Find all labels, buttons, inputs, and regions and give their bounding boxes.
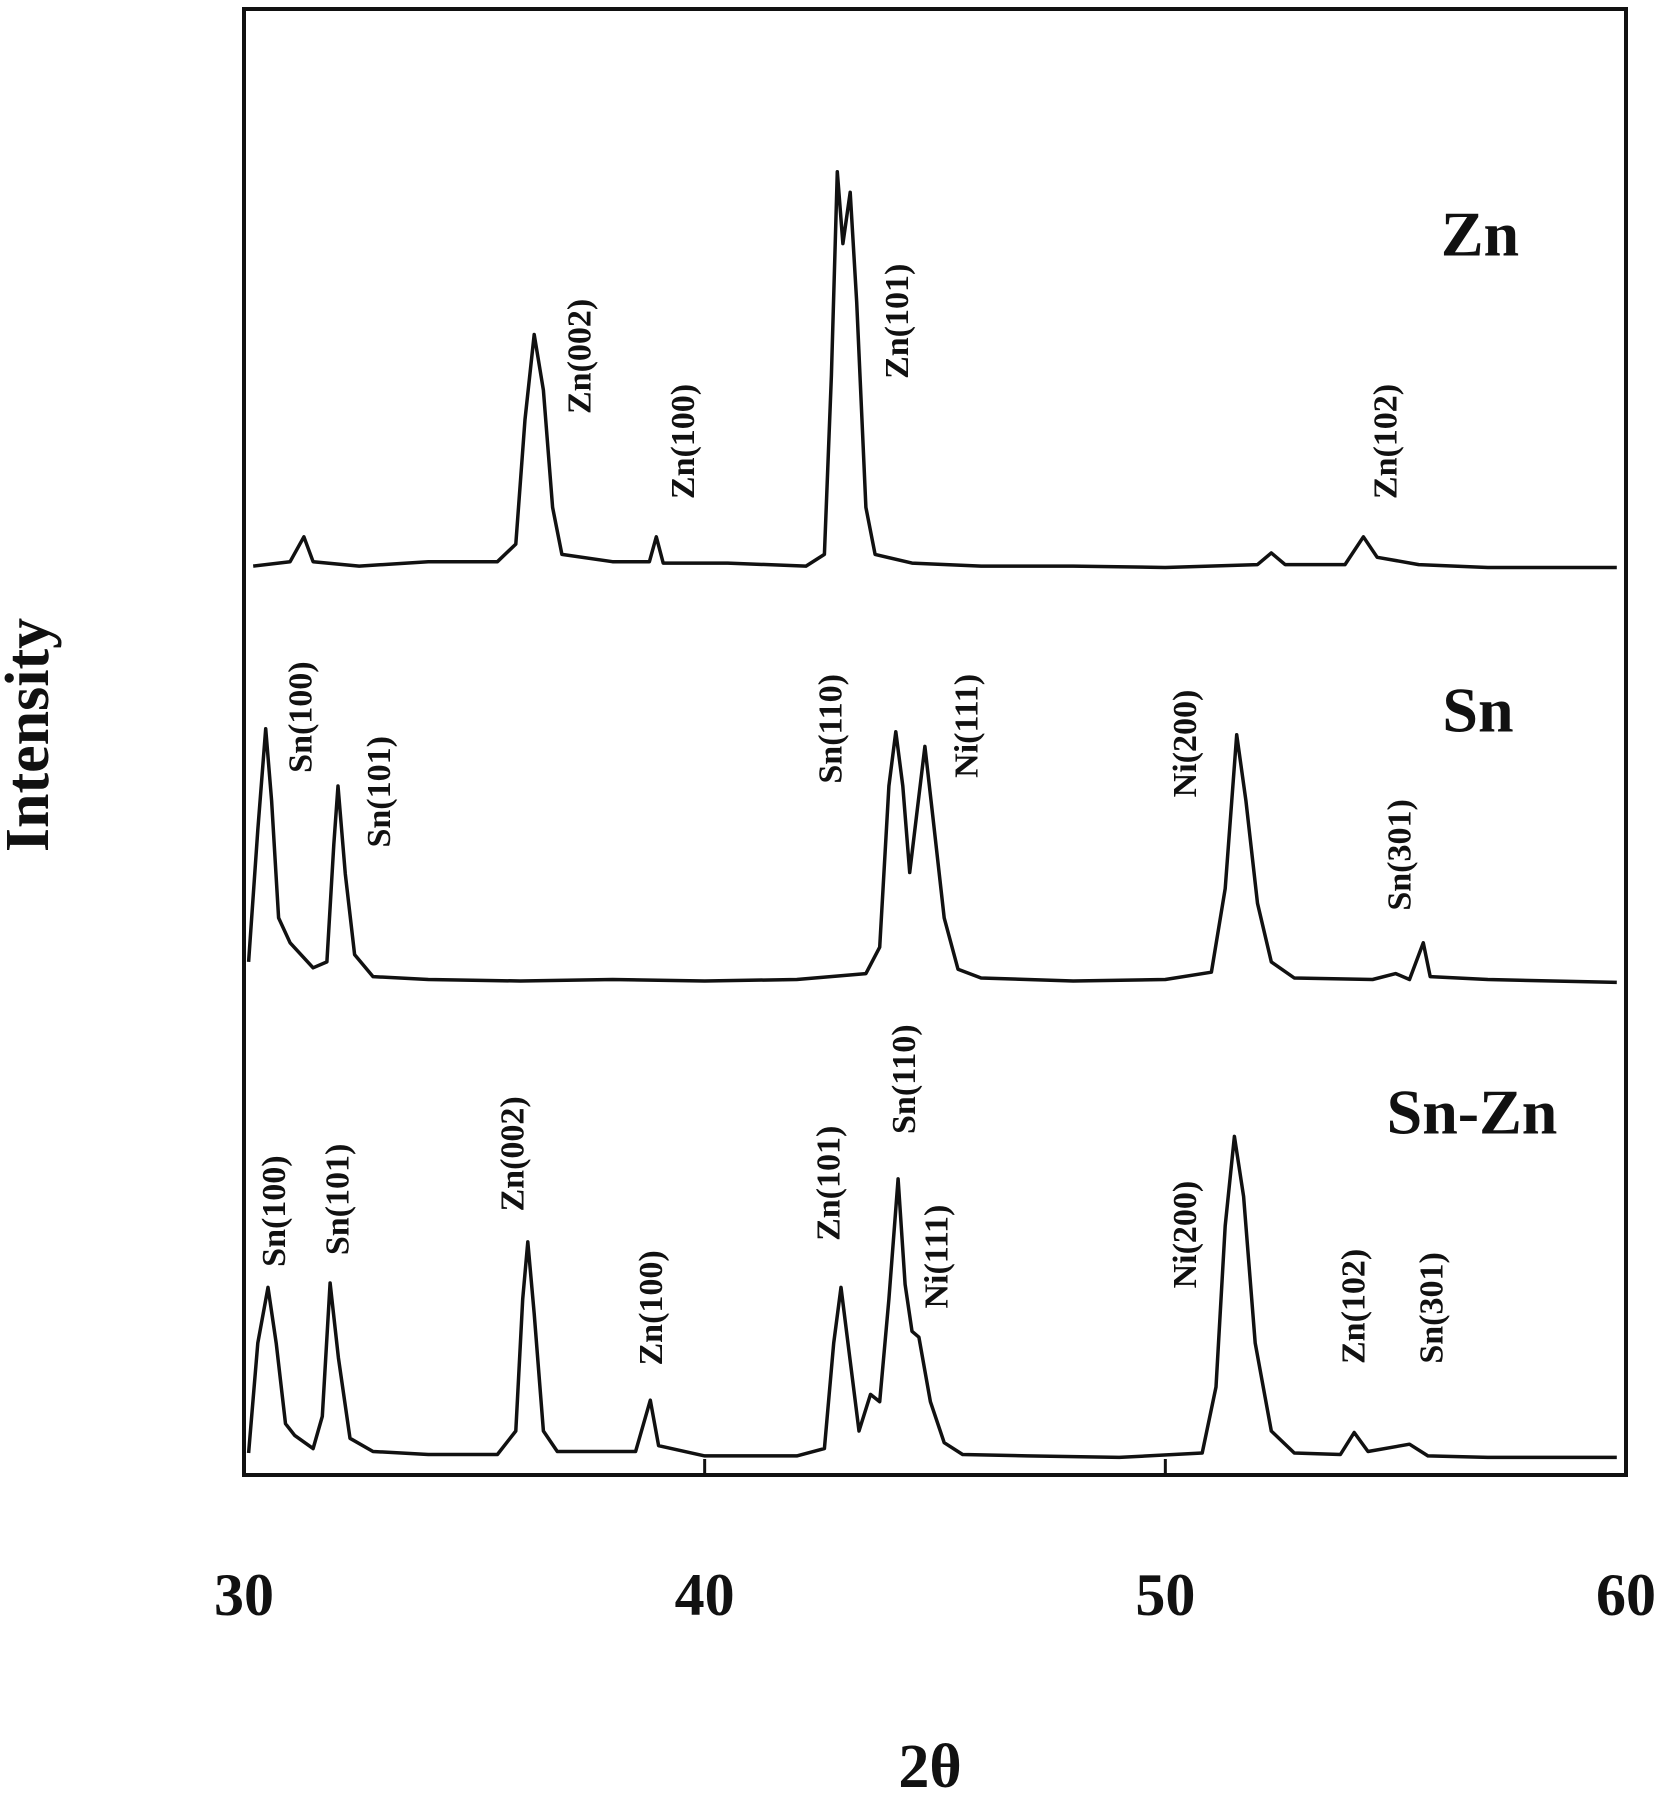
peak-label: Zn(101) <box>879 264 916 379</box>
xrd-trace <box>246 727 1617 985</box>
plot-frame <box>242 7 1628 1477</box>
series-label: Sn-Zn <box>1387 1077 1558 1148</box>
x-tick-label: 60 <box>1596 1562 1656 1628</box>
peak-label: Sn(100) <box>256 1155 293 1266</box>
xrd-trace <box>246 1134 1617 1460</box>
xrd-trace <box>252 169 1617 570</box>
peak-label: Ni(200) <box>1167 690 1204 798</box>
x-tick-label: 40 <box>675 1562 735 1628</box>
peak-label: Zn(002) <box>561 299 598 414</box>
peak-label: Sn(301) <box>1381 799 1418 910</box>
peak-label: Zn(100) <box>665 384 702 499</box>
peak-label: Sn(101) <box>361 736 398 847</box>
series-label: Zn <box>1441 199 1519 270</box>
peak-label: Zn(002) <box>495 1096 532 1211</box>
peak-label: Zn(102) <box>1335 1249 1372 1364</box>
peak-label: Ni(111) <box>948 674 985 778</box>
peak-label: Ni(111) <box>918 1205 955 1309</box>
x-axis-title: 2θ <box>898 1733 961 1800</box>
x-tick-label: 50 <box>1135 1562 1195 1628</box>
peak-label: Sn(110) <box>886 1024 923 1134</box>
peak-label: Zn(100) <box>633 1250 670 1365</box>
peak-label: Zn(101) <box>811 1126 848 1241</box>
peak-label: Sn(301) <box>1414 1252 1451 1363</box>
series-label: Sn <box>1442 675 1513 746</box>
peak-label: Ni(200) <box>1167 1181 1204 1289</box>
y-axis-title: Intensity <box>0 618 62 852</box>
peak-label: Sn(101) <box>319 1144 356 1255</box>
peak-label: Sn(110) <box>812 674 849 784</box>
peak-label: Zn(102) <box>1368 384 1405 499</box>
x-tick-label: 30 <box>214 1562 274 1628</box>
peak-label: Sn(100) <box>283 661 320 772</box>
